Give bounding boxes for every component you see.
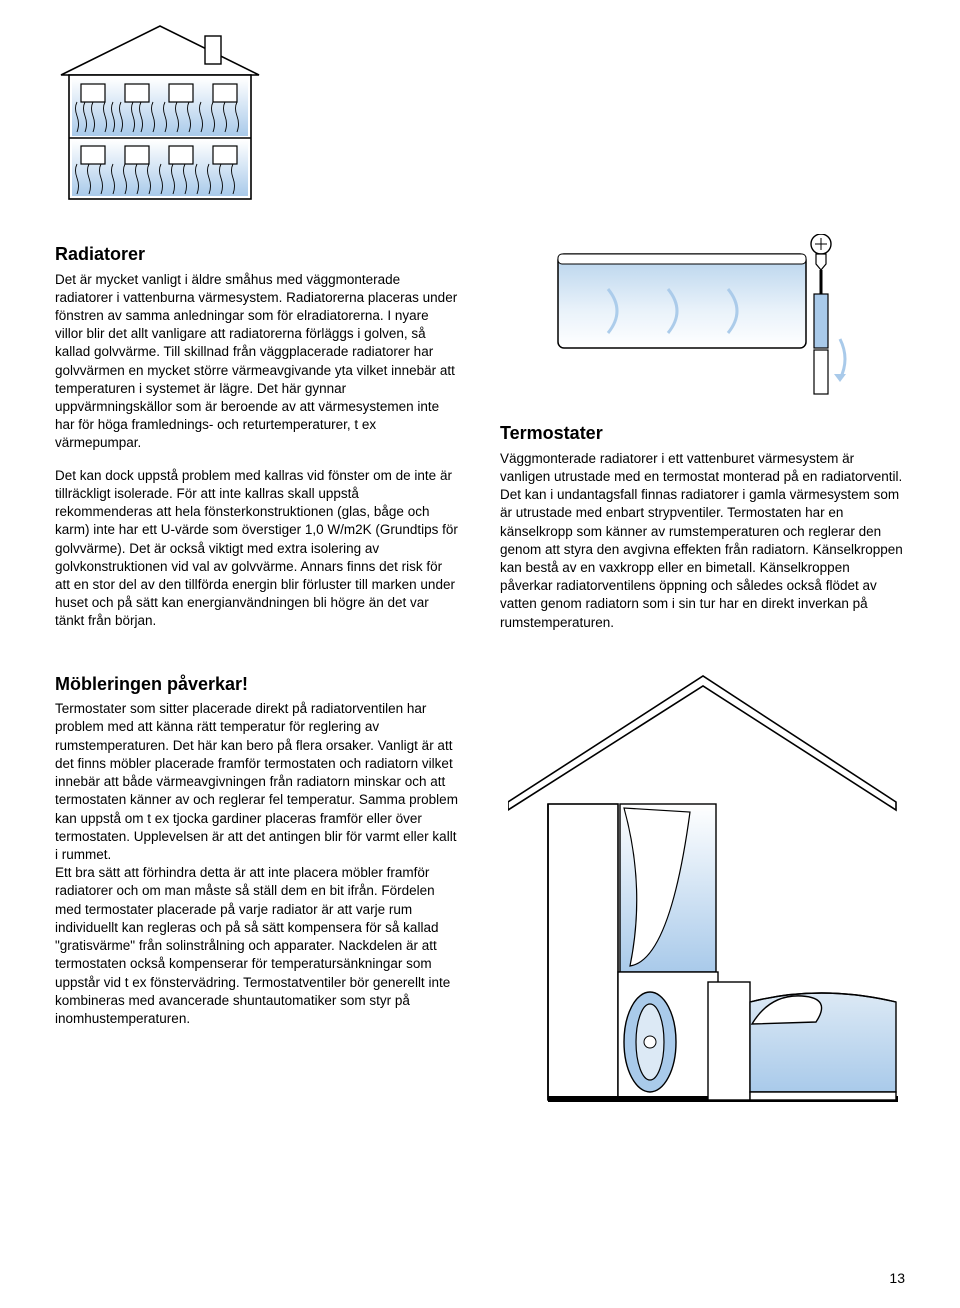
radiator-illustration bbox=[500, 234, 905, 409]
room-illustration bbox=[508, 672, 898, 1107]
heading-termostater: Termostater bbox=[500, 421, 905, 445]
paragraph: Väggmonterade radiatorer i ett vattenbur… bbox=[500, 450, 905, 632]
section-radiatorer: Radiatorer Det är mycket vanligt i äldre… bbox=[55, 242, 460, 646]
heading-radiatorer: Radiatorer bbox=[55, 242, 460, 266]
section-termostater: Termostater Väggmonterade radiatorer i e… bbox=[500, 421, 905, 631]
paragraph: Ett bra sätt att förhindra detta är att … bbox=[55, 864, 460, 1028]
page-number: 13 bbox=[889, 1269, 905, 1288]
section-moblering: Möbleringen påverkar! Termostater som si… bbox=[55, 672, 905, 1107]
paragraph: Det är mycket vanligt i äldre småhus med… bbox=[55, 271, 460, 453]
heading-moblering: Möbleringen påverkar! bbox=[55, 672, 460, 696]
paragraph: Termostater som sitter placerade direkt … bbox=[55, 700, 460, 864]
right-column: Termostater Väggmonterade radiatorer i e… bbox=[500, 234, 905, 646]
paragraph: Det kan dock uppstå problem med kallras … bbox=[55, 467, 460, 631]
house-illustration bbox=[55, 20, 905, 210]
